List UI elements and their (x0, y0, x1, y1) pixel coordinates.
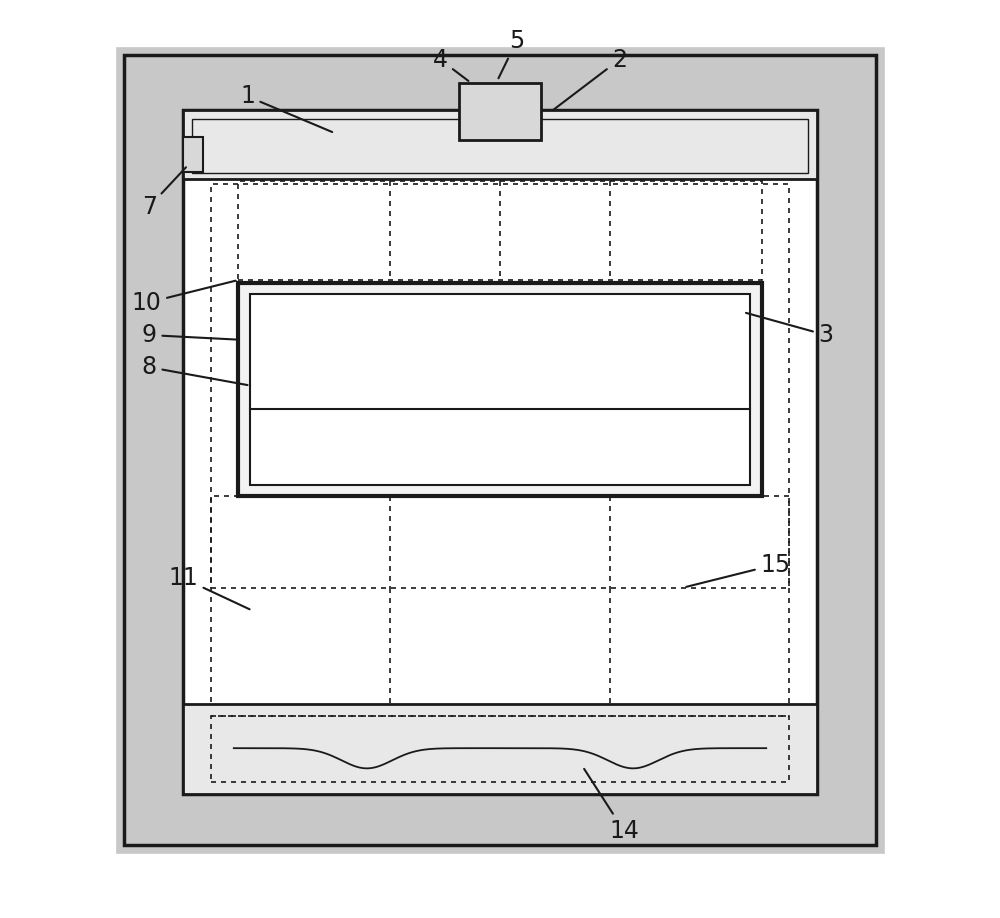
Text: 7: 7 (142, 167, 186, 218)
Text: 11: 11 (168, 566, 250, 610)
Text: 8: 8 (142, 355, 248, 385)
Bar (124, 55, 876, 845)
Text: 5: 5 (498, 29, 524, 78)
Text: 15: 15 (686, 553, 790, 587)
Bar (183, 110, 817, 794)
Bar (124, 55, 876, 845)
Text: 9: 9 (142, 323, 236, 347)
Bar (211, 184, 789, 785)
Text: 1: 1 (240, 84, 332, 132)
Bar (238, 283, 762, 496)
Bar (250, 294, 750, 485)
Text: 3: 3 (746, 313, 833, 347)
Bar (238, 181, 762, 280)
Bar (183, 137, 203, 172)
Text: 2: 2 (553, 48, 627, 110)
Text: 10: 10 (132, 281, 236, 315)
Text: 14: 14 (584, 769, 639, 843)
Bar (192, 119, 808, 173)
Bar (183, 110, 817, 179)
Bar (211, 496, 789, 588)
Text: 4: 4 (433, 48, 468, 81)
Bar (459, 83, 541, 140)
Bar (183, 704, 817, 794)
Bar (211, 716, 789, 782)
